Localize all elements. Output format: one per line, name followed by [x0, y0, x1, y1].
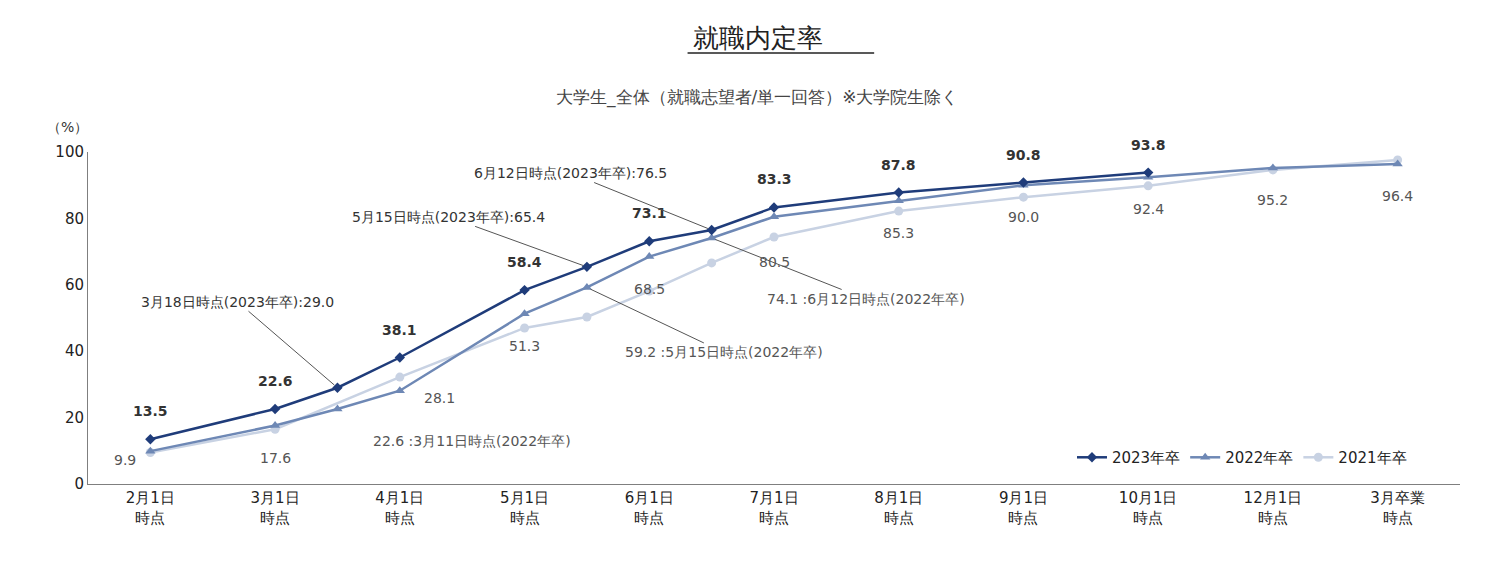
- svg-text:3月1日時点: 3月1日時点: [251, 489, 300, 527]
- svg-text:83.3: 83.3: [757, 171, 792, 187]
- svg-text:5月15日時点(2023年卒):65.4: 5月15日時点(2023年卒):65.4: [352, 209, 545, 225]
- svg-text:60: 60: [65, 276, 84, 294]
- svg-text:5月1日時点: 5月1日時点: [500, 489, 549, 527]
- svg-text:96.4: 96.4: [1382, 188, 1413, 204]
- svg-text:0: 0: [74, 475, 84, 493]
- svg-text:22.6: 22.6: [258, 373, 293, 389]
- svg-text:90.8: 90.8: [1006, 147, 1041, 163]
- svg-text:3月卒業時点: 3月卒業時点: [1370, 489, 1425, 527]
- svg-text:74.1 :6月12日時点(2022年卒): 74.1 :6月12日時点(2022年卒): [767, 291, 965, 307]
- svg-text:20: 20: [65, 409, 84, 427]
- svg-text:2月1日時点: 2月1日時点: [126, 489, 175, 527]
- svg-text:（%）: （%）: [47, 119, 88, 135]
- svg-text:就職内定率: 就職内定率: [693, 23, 823, 53]
- svg-text:22.6 :3月11日時点(2022年卒): 22.6 :3月11日時点(2022年卒): [373, 433, 571, 449]
- svg-text:85.3: 85.3: [883, 225, 914, 241]
- svg-text:4月1日時点: 4月1日時点: [375, 489, 424, 527]
- svg-text:13.5: 13.5: [133, 403, 168, 419]
- svg-text:6月12日時点(2023年卒):76.5: 6月12日時点(2023年卒):76.5: [474, 165, 667, 181]
- svg-text:大学生_全体（就職志望者/単一回答）※大学院生除く: 大学生_全体（就職志望者/単一回答）※大学院生除く: [556, 87, 958, 108]
- svg-text:10月1日時点: 10月1日時点: [1119, 489, 1178, 527]
- svg-text:38.1: 38.1: [382, 322, 417, 338]
- svg-text:73.1: 73.1: [632, 205, 667, 221]
- svg-text:6月1日時点: 6月1日時点: [625, 489, 674, 527]
- svg-text:51.3: 51.3: [509, 338, 540, 354]
- svg-text:59.2 :5月15日時点(2022年卒): 59.2 :5月15日時点(2022年卒): [625, 344, 823, 360]
- svg-text:7月1日時点: 7月1日時点: [749, 489, 798, 527]
- svg-text:95.2: 95.2: [1257, 192, 1288, 208]
- svg-text:17.6: 17.6: [260, 450, 291, 466]
- svg-text:92.4: 92.4: [1133, 201, 1164, 217]
- svg-text:12月1日時点: 12月1日時点: [1244, 489, 1303, 527]
- svg-text:93.8: 93.8: [1131, 137, 1166, 153]
- svg-text:2023年卒: 2023年卒: [1112, 449, 1180, 467]
- svg-text:8月1日時点: 8月1日時点: [874, 489, 923, 527]
- svg-text:28.1: 28.1: [424, 390, 455, 406]
- svg-text:40: 40: [65, 342, 84, 360]
- svg-text:68.5: 68.5: [634, 281, 665, 297]
- svg-text:80.5: 80.5: [759, 254, 790, 270]
- svg-text:2022年卒: 2022年卒: [1225, 449, 1293, 467]
- svg-text:2021年卒: 2021年卒: [1338, 449, 1406, 467]
- svg-text:58.4: 58.4: [507, 254, 542, 270]
- svg-text:9.9: 9.9: [114, 452, 136, 468]
- svg-text:80: 80: [65, 210, 84, 228]
- svg-text:90.0: 90.0: [1008, 209, 1039, 225]
- svg-text:9月1日時点: 9月1日時点: [999, 489, 1048, 527]
- svg-text:87.8: 87.8: [881, 157, 916, 173]
- svg-text:100: 100: [55, 143, 84, 161]
- svg-text:3月18日時点(2023年卒):29.0: 3月18日時点(2023年卒):29.0: [141, 294, 334, 310]
